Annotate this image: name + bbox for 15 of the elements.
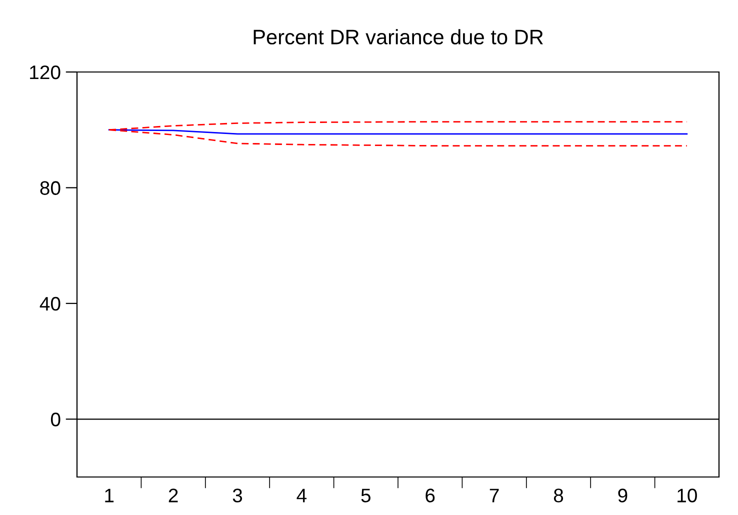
- x-tick-label: 4: [296, 488, 307, 502]
- x-tick-label: 2: [168, 488, 178, 502]
- y-tick-label: 120: [30, 65, 60, 80]
- x-tick-label: 7: [490, 488, 499, 502]
- y-tick-label: 80: [40, 181, 60, 195]
- x-tick-label: 5: [361, 488, 370, 502]
- x-tick-label: 6: [426, 488, 435, 502]
- x-tick-label: 1: [105, 488, 114, 502]
- y-tick-label: 40: [40, 296, 60, 311]
- chart-title: Percent DR variance due to DR: [254, 29, 543, 44]
- x-tick-label: 10: [678, 488, 697, 502]
- x-tick-label: 8: [554, 488, 564, 502]
- x-tick-label: 3: [232, 488, 242, 502]
- x-tick-label: 9: [618, 488, 628, 502]
- y-tick-label: 0: [50, 412, 60, 426]
